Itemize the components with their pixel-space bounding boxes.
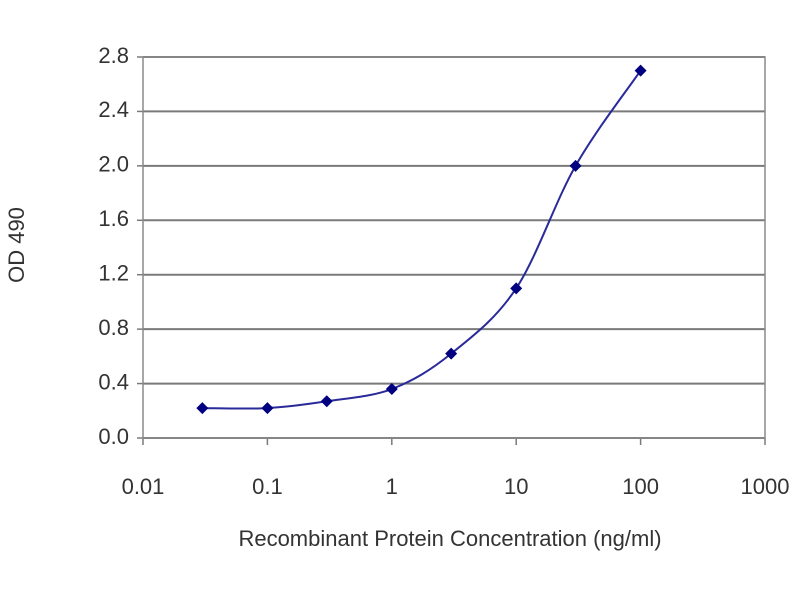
x-tick-label: 10 (504, 474, 528, 499)
y-tick-label: 2.4 (98, 97, 129, 122)
y-tick-label: 2.0 (98, 152, 129, 177)
x-tick-label: 0.01 (122, 474, 165, 499)
y-tick-label: 2.8 (98, 43, 129, 68)
x-tick-label: 0.1 (252, 474, 283, 499)
y-axis-title: OD 490 (4, 207, 29, 283)
data-point (320, 395, 333, 408)
data-point (385, 383, 398, 396)
y-tick-label: 0.0 (98, 424, 129, 449)
x-tick-label: 1000 (741, 474, 790, 499)
data-point (569, 159, 582, 172)
data-point (445, 347, 458, 360)
x-axis-title: Recombinant Protein Concentration (ng/ml… (238, 526, 661, 551)
data-point (196, 402, 209, 415)
y-tick-label: 1.6 (98, 206, 129, 231)
data-point (261, 402, 274, 415)
x-tick-label: 1 (386, 474, 398, 499)
data-point (634, 64, 647, 77)
y-tick-label: 0.8 (98, 315, 129, 340)
data-point (510, 282, 523, 295)
x-tick-label: 100 (622, 474, 659, 499)
y-tick-label: 0.4 (98, 369, 129, 394)
plot-frame (142, 56, 766, 439)
y-tick-label: 1.2 (98, 261, 129, 286)
